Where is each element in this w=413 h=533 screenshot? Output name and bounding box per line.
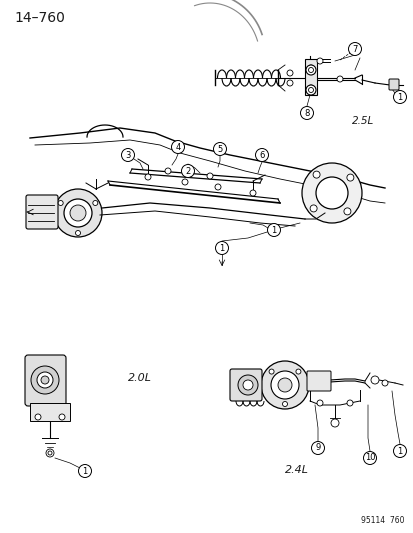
- Text: 14–760: 14–760: [14, 11, 65, 25]
- Circle shape: [346, 174, 353, 181]
- Circle shape: [260, 361, 308, 409]
- Circle shape: [237, 375, 257, 395]
- Circle shape: [346, 400, 352, 406]
- Circle shape: [58, 200, 63, 206]
- Text: 2: 2: [185, 166, 190, 175]
- Text: 5: 5: [217, 144, 222, 154]
- Circle shape: [392, 91, 406, 103]
- Circle shape: [249, 190, 255, 196]
- Circle shape: [316, 58, 322, 64]
- Circle shape: [206, 173, 212, 179]
- FancyBboxPatch shape: [304, 59, 316, 95]
- Circle shape: [121, 149, 134, 161]
- Circle shape: [309, 205, 316, 212]
- Circle shape: [54, 189, 102, 237]
- Circle shape: [64, 199, 92, 227]
- Circle shape: [295, 369, 300, 374]
- Circle shape: [301, 163, 361, 223]
- Text: 7: 7: [351, 44, 357, 53]
- Circle shape: [181, 165, 194, 177]
- FancyBboxPatch shape: [30, 403, 70, 421]
- Circle shape: [41, 376, 49, 384]
- Circle shape: [316, 400, 322, 406]
- Text: 1: 1: [396, 93, 402, 101]
- Circle shape: [215, 241, 228, 254]
- Circle shape: [336, 76, 342, 82]
- Text: 2.4L: 2.4L: [284, 465, 308, 475]
- Text: 2.0L: 2.0L: [128, 373, 152, 383]
- Circle shape: [268, 369, 273, 374]
- Circle shape: [213, 142, 226, 156]
- Circle shape: [255, 149, 268, 161]
- Circle shape: [307, 85, 313, 91]
- Circle shape: [46, 449, 54, 457]
- Circle shape: [311, 441, 324, 455]
- Circle shape: [312, 171, 319, 178]
- Circle shape: [300, 107, 313, 119]
- Circle shape: [70, 205, 86, 221]
- Circle shape: [78, 464, 91, 478]
- Circle shape: [370, 376, 378, 384]
- Circle shape: [330, 419, 338, 427]
- Circle shape: [182, 179, 188, 185]
- Circle shape: [286, 80, 292, 86]
- Text: 10: 10: [364, 454, 374, 463]
- Circle shape: [35, 414, 41, 420]
- Circle shape: [214, 184, 221, 190]
- Circle shape: [59, 414, 65, 420]
- FancyBboxPatch shape: [388, 79, 398, 90]
- Circle shape: [308, 87, 313, 93]
- Circle shape: [277, 378, 291, 392]
- Text: 1: 1: [396, 447, 402, 456]
- Circle shape: [171, 141, 184, 154]
- Circle shape: [348, 43, 361, 55]
- Text: 4: 4: [175, 142, 180, 151]
- Circle shape: [145, 174, 151, 180]
- Circle shape: [31, 366, 59, 394]
- Circle shape: [305, 85, 315, 95]
- Circle shape: [305, 65, 315, 75]
- Circle shape: [308, 68, 313, 72]
- FancyBboxPatch shape: [230, 369, 261, 401]
- Text: 1: 1: [82, 466, 88, 475]
- Text: 1: 1: [219, 244, 224, 253]
- Circle shape: [271, 371, 298, 399]
- Circle shape: [343, 208, 350, 215]
- Circle shape: [282, 401, 287, 407]
- Circle shape: [48, 451, 52, 455]
- Circle shape: [363, 451, 375, 464]
- Circle shape: [242, 380, 252, 390]
- Circle shape: [267, 223, 280, 237]
- Circle shape: [37, 372, 53, 388]
- FancyBboxPatch shape: [306, 371, 330, 391]
- Circle shape: [165, 168, 171, 174]
- FancyBboxPatch shape: [25, 355, 66, 406]
- Circle shape: [93, 200, 97, 206]
- FancyBboxPatch shape: [26, 195, 58, 229]
- Circle shape: [307, 65, 313, 71]
- Circle shape: [286, 70, 292, 76]
- Text: 95114  760: 95114 760: [361, 516, 404, 525]
- Circle shape: [315, 177, 347, 209]
- Text: 1: 1: [271, 225, 276, 235]
- Circle shape: [392, 445, 406, 457]
- Text: 9: 9: [315, 443, 320, 453]
- Text: 6: 6: [259, 150, 264, 159]
- Text: 8: 8: [304, 109, 309, 117]
- Circle shape: [381, 380, 387, 386]
- Text: 2.5L: 2.5L: [351, 116, 373, 126]
- Circle shape: [75, 230, 80, 236]
- Text: 3: 3: [125, 150, 131, 159]
